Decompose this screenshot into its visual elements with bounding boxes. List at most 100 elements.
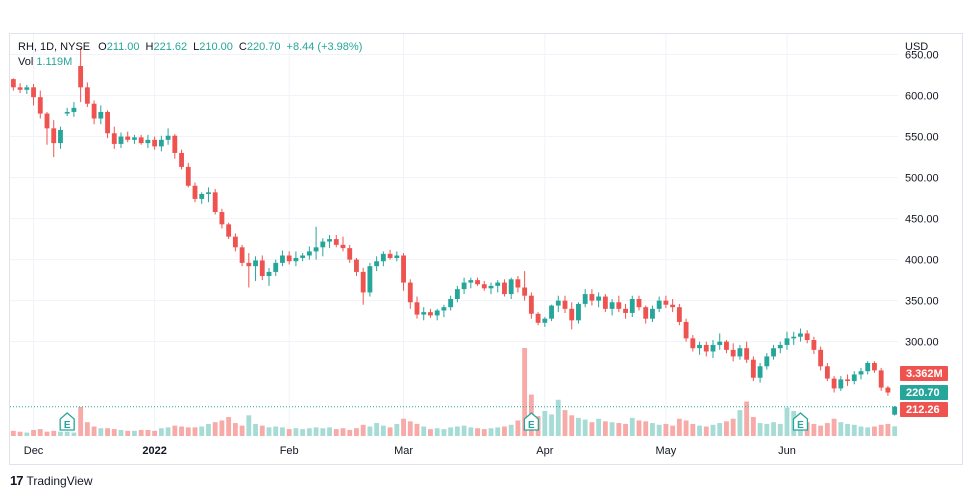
candle-body [784, 338, 790, 345]
candle-body [757, 366, 763, 378]
legend-close-label: C [238, 41, 247, 53]
volume-bar [71, 432, 77, 436]
x-tick-label: Mar [394, 445, 413, 457]
price-marker-label: 212.26 [906, 404, 940, 416]
candle-body [858, 371, 864, 375]
volume-bar [616, 423, 622, 436]
volume-bar [394, 423, 400, 436]
volume-bar [481, 429, 487, 436]
candle-body [320, 241, 326, 248]
y-tick-label: 500.00 [905, 173, 939, 185]
candle-body [152, 139, 158, 147]
candle-body [576, 303, 581, 321]
candle-body [280, 255, 285, 263]
currency-label: USD [905, 41, 928, 53]
candle-body [448, 298, 454, 308]
candle-body [454, 289, 460, 299]
volume-bar [609, 422, 615, 436]
price-marker-label: 220.70 [906, 387, 940, 399]
volume-bar [851, 424, 857, 436]
candle-body [798, 333, 803, 337]
candle-body [51, 128, 57, 144]
volume-bar [468, 427, 474, 436]
tradingview-logo-icon: 17 [10, 473, 24, 488]
candle-body [495, 282, 501, 286]
candle-body [872, 362, 877, 371]
volume-bar [502, 426, 507, 436]
candle-body [64, 111, 70, 114]
candle-body [158, 139, 164, 147]
volume-bar [158, 428, 164, 436]
candle-body [421, 312, 427, 315]
volume-bar [824, 423, 830, 436]
volume-bar [199, 426, 205, 436]
candle-body [845, 379, 850, 382]
earnings-marker-icon [59, 412, 75, 431]
volume-bar [10, 430, 16, 436]
candle-body [515, 279, 521, 288]
volume-bar [17, 431, 23, 436]
volume-bar [226, 417, 232, 436]
volume-bar [562, 410, 568, 436]
volume-bar [192, 427, 198, 436]
candle-body [690, 338, 696, 349]
candle-body [818, 349, 824, 367]
candle-body [428, 312, 433, 316]
candle-body [831, 378, 837, 389]
candle-body [24, 87, 30, 90]
candle-body [878, 370, 884, 388]
candle-body [569, 308, 575, 321]
volume-bar [78, 407, 84, 436]
volume-bar [596, 418, 602, 436]
candle-body [105, 111, 110, 134]
legend-high-label: H [145, 41, 154, 53]
legend-volume-value: 1.119M [36, 56, 73, 68]
volume-bar [784, 407, 790, 436]
volume-bar [273, 426, 279, 436]
candle-body [441, 307, 447, 311]
candle-body [502, 282, 507, 295]
candle-body [656, 300, 662, 309]
volume-bar [380, 425, 386, 436]
volume-bar [569, 415, 575, 436]
volume-bar [683, 420, 689, 436]
y-tick-label: 350.00 [905, 296, 939, 308]
candle-body [84, 87, 90, 104]
volume-bar [313, 427, 319, 436]
volume-bar [663, 423, 669, 436]
candle-body [239, 247, 245, 263]
volume-bar [676, 418, 682, 436]
candle-body [132, 137, 137, 140]
volume-bar [360, 424, 366, 436]
candle-body [306, 251, 312, 256]
volume-bar [858, 426, 864, 436]
candle-body [542, 318, 548, 323]
volume-bar [219, 420, 225, 436]
volume-bar [125, 430, 131, 436]
tradingview-branding[interactable]: 17 TradingView [10, 473, 93, 488]
volume-bar [239, 425, 245, 436]
volume-bar [347, 429, 353, 436]
volume-bar [629, 417, 635, 436]
volume-bar [771, 422, 776, 436]
candle-body [37, 97, 43, 114]
candle-body [165, 135, 171, 140]
volume-bar [542, 410, 548, 436]
candle-body [380, 253, 386, 262]
volume-bar [165, 427, 171, 436]
volume-bar [475, 428, 480, 436]
y-tick-label: 550.00 [905, 132, 939, 144]
volume-bar [703, 426, 709, 436]
legend-ohlc-row: RH, 1D, NYSE O211.00 H221.62 L210.00 C220.70… [18, 40, 362, 55]
candle-body [824, 366, 830, 379]
volume-bar [105, 428, 110, 436]
candle-body [286, 255, 292, 262]
candle-body [811, 340, 817, 350]
volume-bar [84, 422, 90, 436]
volume-bar [300, 429, 306, 436]
volume-bar [407, 421, 413, 436]
legend-open-value: 211.00 [106, 41, 140, 53]
candle-body [508, 279, 514, 295]
volume-marker-tag [900, 366, 948, 381]
